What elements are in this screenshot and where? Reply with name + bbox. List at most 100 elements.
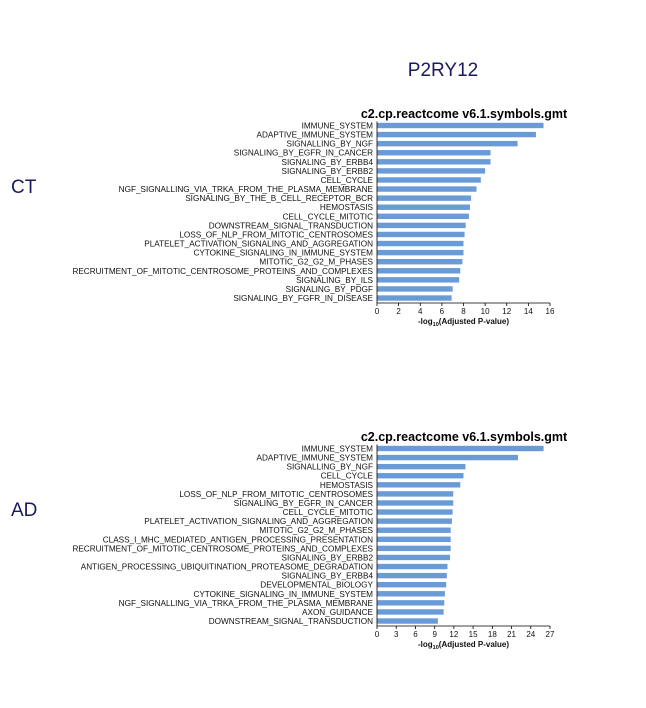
bar [377,536,451,542]
bar [377,482,461,488]
category-label: CELL_CYCLE [321,472,374,481]
x-tick-label: 9 [432,630,437,639]
bar [377,563,448,570]
bar [377,150,491,156]
category-label: DOWNSTREAM_SIGNAL_TRANSDUCTION [209,221,373,230]
chart-title: c2.cp.reactcome v6.1.symbols.gmt [361,430,568,444]
page-title: P2RY12 [407,60,479,81]
category-label: AXON_GUIDANCE [302,608,374,617]
bar [377,572,447,579]
x-tick-label: 10 [481,307,490,316]
category-label: SIGNALING_BY_ILS [296,276,373,285]
category-label: CYTOKINE_SIGNALING_IN_IMMUNE_SYSTEM [193,590,373,599]
bar [377,591,445,597]
x-axis-label: -log10(Adjusted P-value) [418,317,509,328]
bar [377,286,453,292]
category-label: ADAPTIVE_IMMUNE_SYSTEM [257,131,374,140]
category-label: DEVELOPMENTAL_BIOLOGY [260,581,373,590]
bar [377,500,454,506]
group-label-ad: AD [11,500,38,521]
category-label: SIGNALING_BY_ERBB2 [282,553,374,562]
category-label: CELL_CYCLE_MITOTIC [283,212,373,221]
x-axis-label: -log10(Adjusted P-value) [418,640,509,651]
category-label: NGF_SIGNALLING_VIA_TRKA_FROM_THE_PLASMA_… [119,185,374,194]
bar [377,582,447,588]
bar [377,509,453,515]
bar [377,122,544,129]
category-label: SIGNALING_BY_EGFR_IN_CANCER [234,499,373,508]
bar [377,168,486,174]
category-label: NGF_SIGNALLING_VIA_TRKA_FROM_THE_PLASMA_… [119,599,374,608]
bar [377,527,451,533]
category-label: SIGNALING_BY_ERBB2 [282,167,374,176]
chart-ct: c2.cp.reactcome v6.1.symbols.gmtIMMUNE_S… [72,107,568,328]
category-label: ADAPTIVE_IMMUNE_SYSTEM [257,454,374,463]
x-tick-label: 14 [524,307,533,316]
x-tick-label: 3 [394,630,399,639]
bar [377,222,466,229]
bar [377,231,465,238]
bar [377,140,518,147]
x-tick-label: 16 [546,307,555,316]
category-label: DOWNSTREAM_SIGNAL_TRANSDUCTION [209,617,373,626]
bar [377,249,464,256]
category-label: MITOTIC_G2_G2_M_PHASES [259,526,373,535]
x-tick-label: 0 [375,307,380,316]
bar [377,600,445,606]
category-label: ANTIGEN_PROCESSING_UBIQUITINATION_PROTEA… [81,563,373,572]
bar [377,295,452,301]
chart-ad: c2.cp.reactcome v6.1.symbols.gmtIMMUNE_S… [72,430,568,651]
group-label-ct: CT [11,177,37,198]
x-tick-label: 6 [413,630,418,639]
category-label: IMMUNE_SYSTEM [302,122,374,131]
x-tick-label: 21 [507,630,516,639]
category-label: RECRUITMENT_OF_MITOTIC_CENTROSOME_PROTEI… [72,267,373,276]
category-label: IMMUNE_SYSTEM [302,445,374,454]
bar [377,177,481,183]
category-label: PLATELET_ACTIVATION_SIGNALING_AND_AGGREG… [144,240,373,249]
x-tick-label: 0 [375,630,380,639]
category-label: SIGNALLING_BY_NGF [287,463,373,472]
x-tick-label: 8 [461,307,466,316]
category-label: MITOTIC_G2_G2_M_PHASES [259,258,373,267]
category-label: SIGNALING_BY_ERBB4 [282,572,374,581]
bar [377,186,477,192]
bar [377,445,544,452]
bar [377,473,464,479]
category-label: HEMOSTASIS [320,203,374,212]
x-tick-label: 24 [526,630,535,639]
bar [377,609,444,615]
bar [377,545,451,552]
bar [377,518,452,524]
category-label: RECRUITMENT_OF_MITOTIC_CENTROSOME_PROTEI… [72,544,373,553]
category-label: SIGNALING_BY_PDGF [286,285,373,294]
x-tick-label: 12 [449,630,458,639]
chart-title: c2.cp.reactcome v6.1.symbols.gmt [361,107,568,121]
category-label: SIGNALING_BY_ERBB4 [282,158,374,167]
category-label: SIGNALING_BY_THE_B_CELL_RECEPTOR_BCR [185,194,373,203]
category-label: LOSS_OF_NLP_FROM_MITOTIC_CENTROSOMES [179,230,373,239]
category-label: CLASS_I_MHC_MEDIATED_ANTIGEN_PROCESSING_… [103,535,373,544]
bar [377,463,466,470]
bar [377,195,472,201]
bar [377,240,464,247]
x-tick-label: 15 [469,630,478,639]
bar [377,277,460,283]
category-label: HEMOSTASIS [320,481,374,490]
bar [377,213,469,219]
bar [377,204,470,210]
category-label: PLATELET_ACTIVATION_SIGNALING_AND_AGGREG… [144,517,373,526]
bar [377,618,438,624]
bar [377,554,451,561]
bar [377,131,536,138]
category-label: CELL_CYCLE_MITOTIC [283,508,373,517]
category-label: CELL_CYCLE [321,176,374,185]
category-label: CYTOKINE_SIGNALING_IN_IMMUNE_SYSTEM [193,249,373,258]
x-tick-label: 18 [488,630,497,639]
x-tick-label: 2 [396,307,401,316]
x-tick-label: 6 [440,307,445,316]
x-tick-label: 12 [502,307,511,316]
category-label: LOSS_OF_NLP_FROM_MITOTIC_CENTROSOMES [179,490,373,499]
category-label: SIGNALING_BY_EGFR_IN_CANCER [234,149,373,158]
x-tick-label: 4 [418,307,423,316]
